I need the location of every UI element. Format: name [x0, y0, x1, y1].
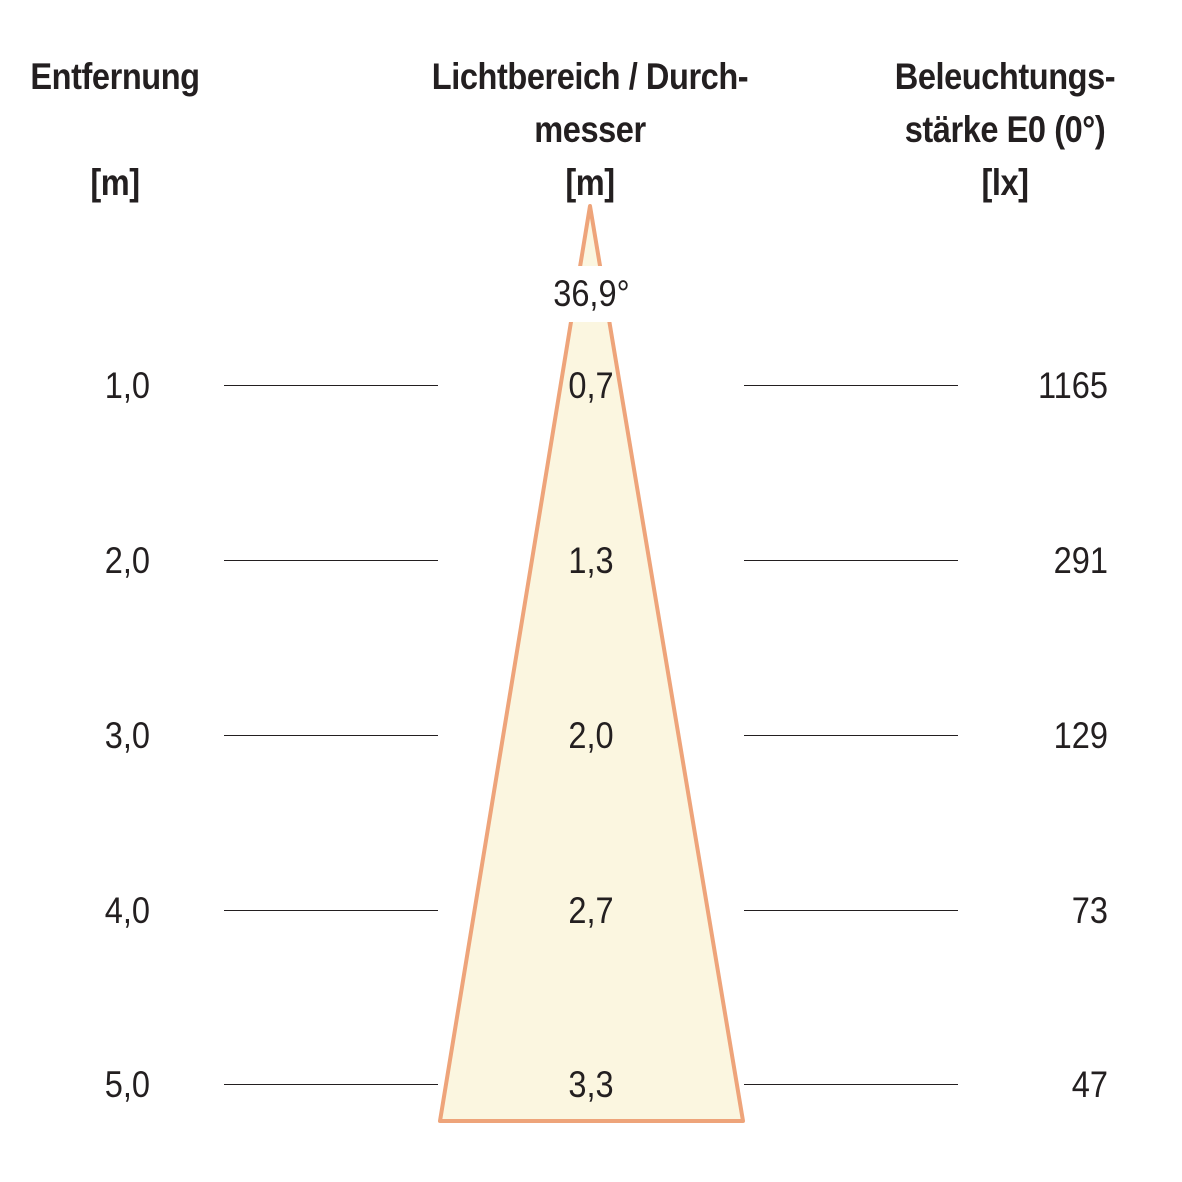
guide-line-left	[224, 735, 438, 736]
beam-angle-value: 36,9°	[552, 273, 630, 314]
distance-row: 2,0 1,3 291	[0, 536, 1182, 586]
guide-line-left	[224, 560, 438, 561]
diameter-value: 3,3	[568, 1064, 614, 1105]
distance-row: 5,0 3,3 47	[0, 1060, 1182, 1110]
distance-value: 2,0	[104, 540, 150, 581]
diameter-header: Lichtbereich / Durch- messer [m]	[405, 50, 775, 209]
beam-angle-label: 36,9°	[531, 266, 651, 322]
diameter-value: 1,3	[568, 540, 614, 581]
distance-row: 3,0 2,0 129	[0, 711, 1182, 761]
distance-row: 4,0 2,7 73	[0, 886, 1182, 936]
illuminance-value: 291	[1053, 540, 1108, 581]
guide-line-right	[744, 385, 958, 386]
distance-value: 4,0	[104, 890, 150, 931]
diameter-header-line-2: messer	[534, 109, 646, 150]
diameter-header-line-1: Lichtbereich / Durch-	[431, 56, 749, 97]
illuminance-header-unit: [lx]	[981, 162, 1029, 203]
distance-header: Entfernung [m]	[23, 50, 208, 209]
distance-value: 5,0	[104, 1064, 150, 1105]
illuminance-header: Beleuchtungs- stärke E0 (0°) [lx]	[869, 50, 1142, 209]
illuminance-value: 1165	[1037, 365, 1108, 406]
diameter-value: 0,7	[568, 365, 614, 406]
diameter-value: 2,0	[568, 715, 614, 756]
guide-line-right	[744, 735, 958, 736]
guide-line-left	[224, 910, 438, 911]
distance-header-unit: [m]	[90, 162, 140, 203]
distance-header-line-1: Entfernung	[30, 56, 200, 97]
distance-value: 1,0	[104, 365, 150, 406]
diameter-header-unit: [m]	[565, 162, 615, 203]
light-beam-shape	[438, 204, 745, 1123]
illuminance-value: 129	[1053, 715, 1108, 756]
illuminance-header-line-2: stärke E0 (0°)	[904, 109, 1106, 150]
distance-row: 1,0 0,7 1165	[0, 361, 1182, 411]
diameter-value: 2,7	[568, 890, 614, 931]
guide-line-left	[224, 1084, 438, 1085]
illuminance-header-line-1: Beleuchtungs-	[894, 56, 1116, 97]
guide-line-right	[744, 560, 958, 561]
guide-line-right	[744, 1084, 958, 1085]
guide-line-left	[224, 385, 438, 386]
guide-line-right	[744, 910, 958, 911]
distance-value: 3,0	[104, 715, 150, 756]
illuminance-value: 73	[1071, 890, 1108, 931]
illuminance-value: 47	[1071, 1064, 1108, 1105]
